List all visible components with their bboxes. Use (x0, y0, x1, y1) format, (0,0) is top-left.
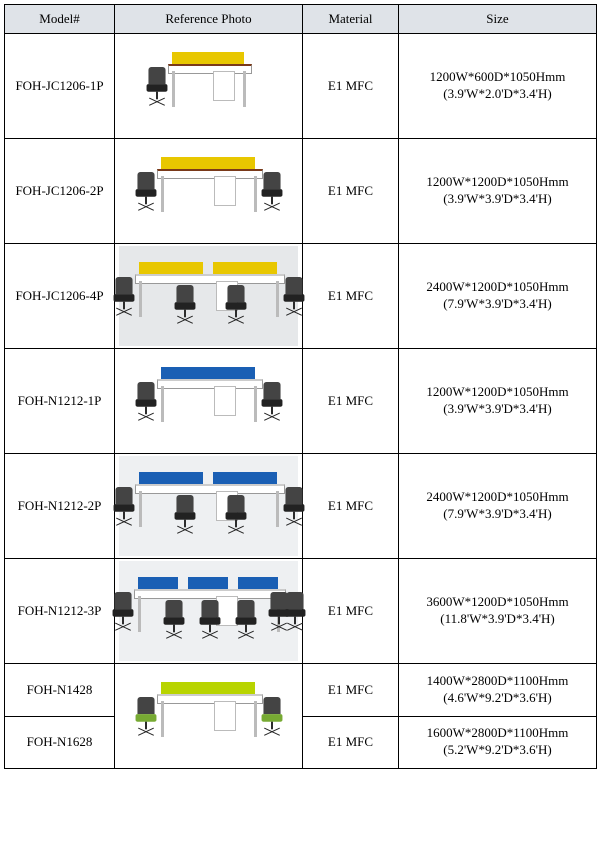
reference-photo (119, 351, 298, 451)
size-cell: 2400W*1200D*1050Hmm (7.9'W*3.9'D*3.4'H) (399, 244, 597, 349)
photo-cell (115, 454, 303, 559)
chair-icon (259, 382, 284, 420)
size-line2: (7.9'W*3.9'D*3.4'H) (443, 506, 551, 521)
model-cell: FOH-N1212-3P (5, 559, 115, 664)
size-cell: 2400W*1200D*1050Hmm (7.9'W*3.9'D*3.4'H) (399, 454, 597, 559)
chair-icon (111, 487, 136, 525)
material-cell: E1 MFC (303, 34, 399, 139)
table-row: FOH-N1212-2P E1 MFC 2400W*1200D*1050Hmm (7… (5, 454, 597, 559)
model-cell: FOH-N1212-1P (5, 349, 115, 454)
size-line2: (11.8'W*3.9'D*3.4'H) (440, 611, 555, 626)
material-cell: E1 MFC (303, 139, 399, 244)
size-line2: (3.9'W*3.9'D*3.4'H) (443, 191, 551, 206)
model-cell: FOH-N1428 (5, 664, 115, 717)
chair-icon (111, 277, 136, 315)
size-line1: 1400W*2800D*1100Hmm (427, 673, 569, 688)
size-cell: 3600W*1200D*1050Hmm (11.8'W*3.9'D*3.4'H) (399, 559, 597, 664)
col-size: Size (399, 5, 597, 34)
table-row: FOH-JC1206-1P E1 MFC 1200W*600D*1050Hmm (3… (5, 34, 597, 139)
chair-icon (172, 285, 197, 323)
size-line2: (3.9'W*3.9'D*3.4'H) (443, 401, 551, 416)
col-material: Material (303, 5, 399, 34)
photo-cell (115, 349, 303, 454)
col-model: Model# (5, 5, 115, 34)
size-line1: 1200W*1200D*1050Hmm (426, 384, 568, 399)
chair-icon (133, 172, 158, 210)
model-cell: FOH-JC1206-2P (5, 139, 115, 244)
reference-photo (119, 561, 298, 661)
size-line1: 2400W*1200D*1050Hmm (426, 279, 568, 294)
chair-icon (161, 600, 186, 638)
size-cell: 1200W*1200D*1050Hmm (3.9'W*3.9'D*3.4'H) (399, 349, 597, 454)
chair-icon (259, 172, 284, 210)
reference-photo (119, 456, 298, 556)
chair-icon (110, 592, 135, 630)
table-row: FOH-JC1206-2P E1 MFC 1200W*1200D*1050Hmm (… (5, 139, 597, 244)
size-line1: 1200W*600D*1050Hmm (430, 69, 566, 84)
reference-photo (119, 246, 298, 346)
model-cell: FOH-N1212-2P (5, 454, 115, 559)
size-cell: 1200W*1200D*1050Hmm (3.9'W*3.9'D*3.4'H) (399, 139, 597, 244)
chair-icon (233, 600, 258, 638)
model-cell: FOH-N1628 (5, 716, 115, 769)
material-cell: E1 MFC (303, 664, 399, 717)
photo-cell (115, 139, 303, 244)
size-line1: 1200W*1200D*1050Hmm (426, 174, 568, 189)
material-cell: E1 MFC (303, 716, 399, 769)
reference-photo (119, 141, 298, 241)
photo-cell (115, 244, 303, 349)
size-line1: 3600W*1200D*1050Hmm (426, 594, 568, 609)
photo-cell (115, 664, 303, 769)
size-line1: 2400W*1200D*1050Hmm (426, 489, 568, 504)
chair-icon (144, 67, 169, 105)
chair-icon (259, 697, 284, 735)
size-line2: (4.6'W*9.2'D*3.6'H) (443, 690, 551, 705)
chair-icon (224, 495, 249, 533)
chair-icon (224, 285, 249, 323)
material-cell: E1 MFC (303, 244, 399, 349)
chair-icon (133, 697, 158, 735)
col-photo: Reference Photo (115, 5, 303, 34)
size-line2: (3.9'W*2.0'D*3.4'H) (443, 86, 551, 101)
table-row: FOH-N1428 E1 MFC 1400W*2800D*1100Hmm (4.6'… (5, 664, 597, 717)
chair-icon (281, 277, 306, 315)
material-cell: E1 MFC (303, 454, 399, 559)
chair-icon (133, 382, 158, 420)
chair-icon (172, 495, 197, 533)
reference-photo (119, 36, 298, 136)
reference-photo (119, 666, 298, 766)
model-cell: FOH-JC1206-4P (5, 244, 115, 349)
size-cell: 1600W*2800D*1100Hmm (5.2'W*9.2'D*3.6'H) (399, 716, 597, 769)
table-header-row: Model# Reference Photo Material Size (5, 5, 597, 34)
product-table: Model# Reference Photo Material Size FOH… (4, 4, 597, 769)
photo-cell (115, 559, 303, 664)
model-cell: FOH-JC1206-1P (5, 34, 115, 139)
material-cell: E1 MFC (303, 559, 399, 664)
material-cell: E1 MFC (303, 349, 399, 454)
chair-icon (266, 592, 291, 630)
size-line2: (5.2'W*9.2'D*3.6'H) (443, 742, 551, 757)
photo-cell (115, 34, 303, 139)
size-cell: 1400W*2800D*1100Hmm (4.6'W*9.2'D*3.6'H) (399, 664, 597, 717)
size-line1: 1600W*2800D*1100Hmm (427, 725, 569, 740)
chair-icon (197, 600, 222, 638)
size-line2: (7.9'W*3.9'D*3.4'H) (443, 296, 551, 311)
chair-icon (281, 487, 306, 525)
table-row: FOH-N1212-1P E1 MFC 1200W*1200D*1050Hmm (3… (5, 349, 597, 454)
table-row: FOH-JC1206-4P E1 MFC 2400W*1200D*1050Hmm (… (5, 244, 597, 349)
table-row: FOH-N1212-3P E1 MFC 3600W*1200D*1050Hmm (1… (5, 559, 597, 664)
size-cell: 1200W*600D*1050Hmm (3.9'W*2.0'D*3.4'H) (399, 34, 597, 139)
